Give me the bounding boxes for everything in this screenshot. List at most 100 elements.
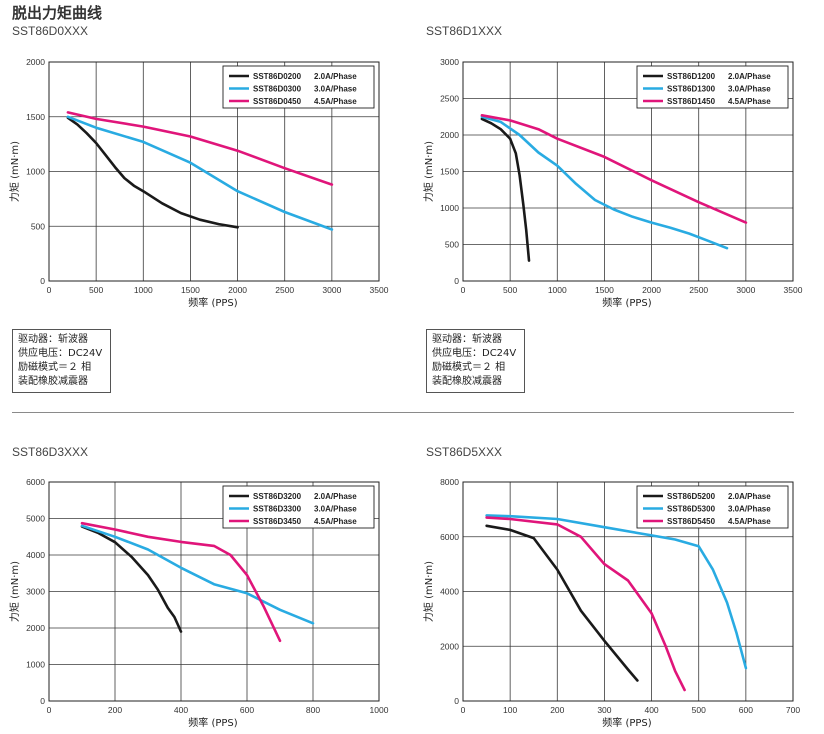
y-tick-label: 3000 [440, 57, 459, 67]
legend-series-current: 4.5A/Phase [314, 517, 357, 526]
legend: SST86D5200 2.0A/Phase SST86D5300 3.0A/Phase… [636, 485, 789, 529]
x-tick-label: 1000 [370, 705, 389, 715]
y-tick-label: 1500 [440, 167, 459, 177]
chart-title-3: SST86D3XXX [12, 445, 89, 459]
x-tick-label: 1000 [548, 285, 567, 295]
plot-frame [48, 481, 380, 702]
x-axis-label: 频率 (PPS) [188, 716, 237, 729]
note-voltage: 供应电压：DC24V [18, 348, 103, 359]
x-tick-label: 2500 [275, 285, 294, 295]
x-tick-label: 600 [739, 705, 753, 715]
x-tick-label: 500 [692, 705, 706, 715]
legend: SST86D0200 2.0A/Phase SST86D0300 3.0A/Phase… [222, 65, 375, 109]
x-tick-label: 400 [644, 705, 658, 715]
y-tick-label: 4000 [440, 587, 459, 597]
chart-4: 0 100 200 300 400 500 600 700 0 2000 4000 6000 8000 频… [422, 477, 800, 729]
y-axis-label: 力矩 (mN·m) [422, 141, 435, 202]
legend-series-name: SST86D5200 [667, 492, 716, 501]
legend-series-name: SST86D1200 [667, 72, 716, 81]
y-tick-label: 1500 [26, 112, 45, 122]
y-axis-label: 力矩 (mN·m) [8, 141, 21, 202]
y-tick-label: 0 [40, 276, 45, 286]
y-tick-label: 500 [445, 240, 459, 250]
x-axis-label: 频率 (PPS) [602, 716, 651, 729]
legend-series-name: SST86D1300 [667, 85, 716, 94]
x-tick-label: 1500 [181, 285, 200, 295]
notes-box-2: 驱动器：斩波器 供应电压：DC24V 励磁模式＝２ 相 装配橡胶减震器 [426, 329, 526, 393]
legend-series-name: SST86D0300 [253, 85, 302, 94]
y-tick-label: 8000 [440, 477, 459, 487]
note-excitation: 励磁模式＝２ 相 [18, 362, 92, 373]
x-tick-label: 0 [47, 705, 52, 715]
plot-frame [462, 61, 794, 282]
y-tick-label: 0 [454, 696, 459, 706]
y-tick-label: 0 [454, 276, 459, 286]
legend-series-name: SST86D1450 [667, 97, 716, 106]
chart-title-2: SST86D1XXX [426, 24, 503, 38]
y-axis-label: 力矩 (mN·m) [422, 561, 435, 622]
legend-series-name: SST86D3300 [253, 505, 302, 514]
y-tick-label: 2000 [26, 623, 45, 633]
legend-series-current: 3.0A/Phase [728, 85, 771, 94]
y-tick-label: 1000 [26, 167, 45, 177]
legend-series-current: 4.5A/Phase [728, 517, 771, 526]
series-line-SST86D3450 [80, 521, 282, 643]
y-tick-label: 2000 [26, 57, 45, 67]
note-damper: 装配橡胶减震器 [18, 376, 88, 387]
plot-frame [462, 481, 794, 702]
x-tick-label: 800 [306, 705, 320, 715]
x-tick-label: 3000 [736, 285, 755, 295]
legend-series-current: 2.0A/Phase [728, 492, 771, 501]
legend-series-current: 3.0A/Phase [314, 505, 357, 514]
series-line-SST86D1450 [480, 114, 748, 224]
series-line-SST86D5450 [485, 516, 686, 692]
legend: SST86D1200 2.0A/Phase SST86D1300 3.0A/Phase… [636, 65, 789, 109]
legend: SST86D3200 2.0A/Phase SST86D3300 3.0A/Phase… [222, 485, 375, 529]
legend-series-name: SST86D3200 [253, 492, 302, 501]
x-tick-label: 0 [461, 285, 466, 295]
x-tick-label: 400 [174, 705, 188, 715]
series-line-SST86D5200 [485, 524, 639, 682]
x-tick-label: 2500 [689, 285, 708, 295]
y-tick-label: 0 [40, 696, 45, 706]
x-tick-label: 100 [503, 705, 517, 715]
note-driver: 驱动器：斩波器 [18, 334, 88, 345]
legend-series-current: 2.0A/Phase [314, 492, 357, 501]
chart-title-4: SST86D5XXX [426, 445, 503, 459]
x-tick-label: 2000 [642, 285, 661, 295]
y-tick-label: 2000 [440, 130, 459, 140]
y-tick-label: 1000 [26, 660, 45, 670]
x-axis-label: 频率 (PPS) [602, 296, 651, 309]
x-tick-label: 2000 [228, 285, 247, 295]
chart-1: 0 500 1000 1500 2000 2500 3000 3500 0 500 1000 1500… [8, 57, 389, 309]
note-damper: 装配橡胶减震器 [432, 376, 502, 387]
series-line-SST86D5300 [485, 514, 748, 670]
y-tick-label: 6000 [26, 477, 45, 487]
y-tick-label: 2500 [440, 94, 459, 104]
series-line-SST86D1300 [480, 115, 729, 250]
chart-3: 0 200 400 600 800 1000 0 1000 2000 3000 4000 5000 60… [8, 477, 389, 729]
y-axis-label: 力矩 (mN·m) [8, 561, 21, 622]
x-tick-label: 0 [47, 285, 52, 295]
legend-series-current: 3.0A/Phase [728, 505, 771, 514]
section-divider [12, 412, 794, 413]
x-tick-label: 3500 [784, 285, 803, 295]
legend-series-current: 4.5A/Phase [728, 97, 771, 106]
note-driver: 驱动器：斩波器 [432, 334, 502, 345]
x-tick-label: 3500 [370, 285, 389, 295]
plot-frame [48, 61, 380, 282]
y-tick-label: 500 [31, 221, 45, 231]
y-tick-label: 4000 [26, 550, 45, 560]
note-excitation: 励磁模式＝２ 相 [432, 362, 506, 373]
note-voltage: 供应电压：DC24V [432, 348, 517, 359]
x-axis-label: 频率 (PPS) [188, 296, 237, 309]
legend-series-name: SST86D3450 [253, 517, 302, 526]
notes-box-1: 驱动器：斩波器 供应电压：DC24V 励磁模式＝２ 相 装配橡胶减震器 [12, 329, 112, 393]
y-tick-label: 1000 [440, 203, 459, 213]
x-tick-label: 300 [597, 705, 611, 715]
page-title: 脱出力矩曲线 [12, 4, 103, 22]
x-tick-label: 600 [240, 705, 254, 715]
legend-series-current: 4.5A/Phase [314, 97, 357, 106]
y-tick-label: 3000 [26, 587, 45, 597]
